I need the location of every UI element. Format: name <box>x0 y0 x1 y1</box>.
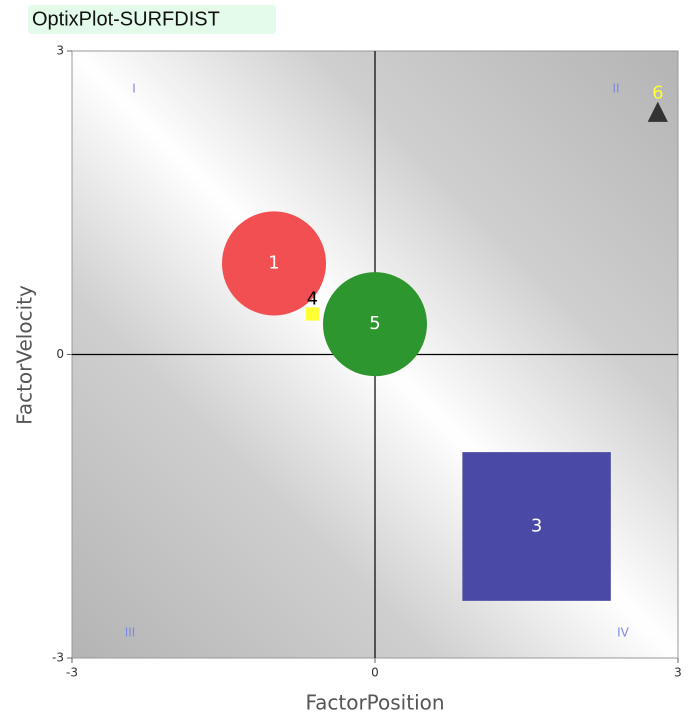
square-marker <box>462 452 611 601</box>
point-label: 5 <box>369 313 380 334</box>
chart-title: OptixPlot-SURFDIST <box>32 8 220 30</box>
x-tick-label: 3 <box>674 666 682 680</box>
quadrant-label: IV <box>617 626 630 640</box>
point-label: 1 <box>268 252 279 273</box>
triangle-marker <box>647 101 668 122</box>
square-marker <box>305 307 319 321</box>
bubble <box>221 211 327 316</box>
x-tick-label: -3 <box>66 666 78 680</box>
quadrant-label: II <box>612 82 619 96</box>
title-background <box>28 5 276 34</box>
point-label: 6 <box>652 83 663 104</box>
y-tick-label: 3 <box>56 44 64 58</box>
point-label: 3 <box>531 515 542 536</box>
point-label: 4 <box>307 288 318 309</box>
x-tick-label: 0 <box>371 666 379 680</box>
y-tick-label: -3 <box>52 651 64 665</box>
x-axis-label: FactorPosition <box>305 691 444 715</box>
quadrant-label: III <box>125 626 136 640</box>
quadrant-label: I <box>132 82 136 96</box>
bubble <box>322 272 428 377</box>
y-tick-label: 0 <box>56 347 64 361</box>
y-axis-label: FactorVelocity <box>13 285 37 425</box>
